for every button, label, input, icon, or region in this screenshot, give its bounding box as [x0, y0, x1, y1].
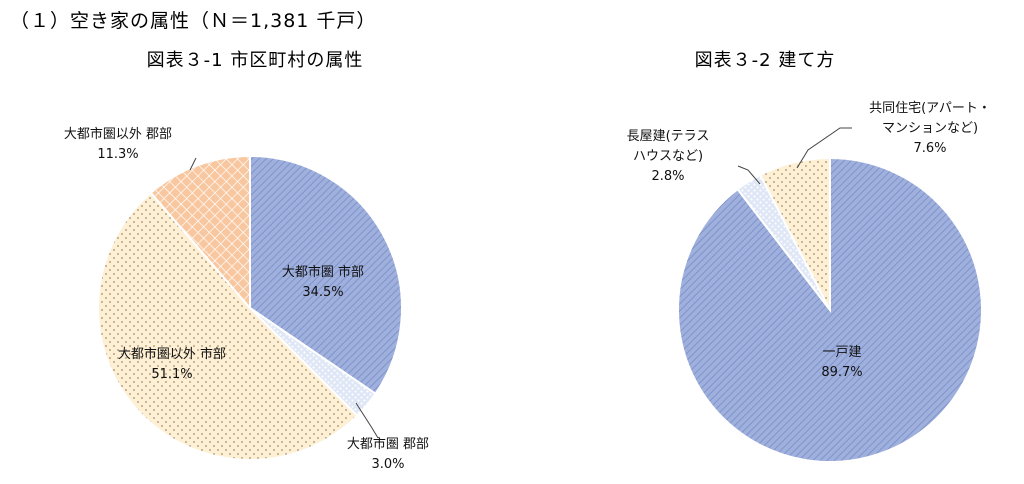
pie2-slice-3-value: 7.6%	[913, 141, 946, 156]
pie2-slice-2-value: 2.8%	[651, 169, 684, 184]
pie2-slice-3-label: 共同住宅(アパート・マンションなど)	[869, 101, 991, 136]
pie1-slice-3	[97, 191, 359, 461]
pie2-slice-1-label: 一戸建	[822, 345, 861, 360]
pie2-slice-1-value: 89.7%	[821, 365, 862, 380]
pie2-slice-3-leader	[796, 127, 852, 169]
pie2-slice-2-leader	[737, 165, 761, 185]
pie1-slice-2-label: 大都市圏 郡部	[347, 436, 429, 452]
pie1-slice-2-leader	[355, 402, 379, 439]
page-heading: （１）空き家の属性（Ｎ＝1,381 千戸）	[10, 10, 377, 32]
pie1-slice-4	[149, 154, 251, 311]
pie1-slice-1	[249, 154, 403, 396]
chart-title-2: 図表３-2 建て方	[694, 50, 836, 71]
pie1-slice-2-value: 3.0%	[371, 457, 404, 472]
pie2-slice-3	[758, 156, 831, 311]
pie1-slice-4-leader	[189, 157, 197, 171]
pie1-slice-4-label: 大都市圏以外 郡部	[64, 126, 172, 142]
pie1-slice-1-value: 34.5%	[302, 285, 343, 300]
pie1-slice-3-label: 大都市圏以外 市部	[118, 346, 226, 362]
pie1-slice-3-value: 51.1%	[151, 367, 192, 382]
chart-title-1: 図表３-1 市区町村の属性	[146, 50, 364, 71]
pie2-slice-2-label: 長屋建(テラスハウスなど)	[627, 129, 710, 164]
pie1-slice-4-value: 11.3%	[97, 147, 138, 162]
pie1-slice-1-label: 大都市圏 市部	[282, 264, 364, 280]
